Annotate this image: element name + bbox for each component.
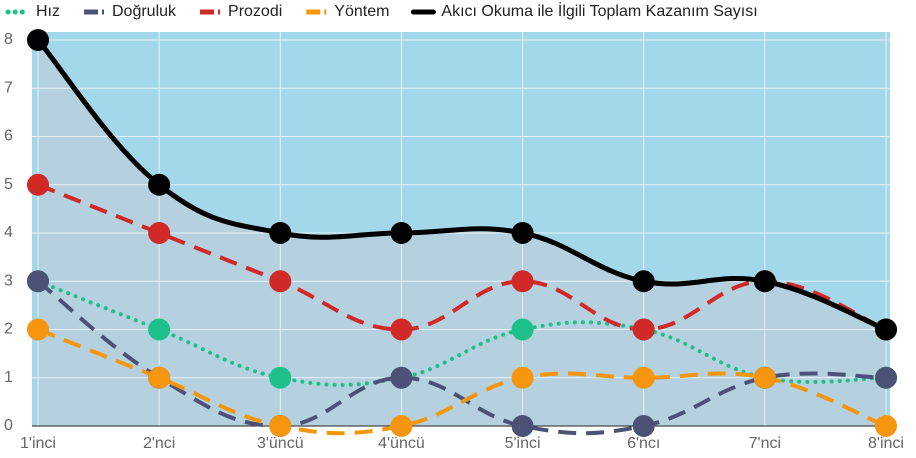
data-point [511, 366, 534, 389]
legend-label: Prozodi [228, 3, 282, 20]
data-point [632, 366, 655, 389]
x-tick-label: 7'nci [749, 435, 781, 452]
legend-label: Doğruluk [112, 3, 177, 20]
data-point [390, 366, 413, 389]
data-point [27, 173, 49, 196]
data-point [390, 415, 413, 437]
x-tick-label: 2'nci [143, 435, 175, 452]
data-point [27, 29, 49, 51]
data-point [269, 366, 292, 389]
legend-label: Yöntem [334, 3, 389, 20]
data-point [753, 366, 776, 389]
data-point [148, 173, 171, 196]
data-point [632, 415, 655, 437]
legend-label: Akıcı Okuma ile İlgili Toplam Kazanım Sa… [441, 1, 757, 20]
data-point [269, 222, 292, 244]
data-point [511, 270, 534, 293]
x-tick-label: 5'inci [505, 435, 541, 452]
data-point [148, 366, 171, 389]
data-point [875, 366, 897, 389]
series-line [37, 327, 887, 436]
data-point [753, 270, 776, 293]
series-line [36, 279, 887, 436]
y-tick-label: 4 [4, 224, 13, 241]
y-tick-label: 8 [4, 31, 13, 48]
data-point [148, 222, 171, 244]
x-tick-label: 4'üncü [378, 435, 425, 452]
y-tick-label: 0 [4, 417, 13, 434]
y-tick-label: 1 [4, 369, 13, 386]
data-point [632, 270, 655, 293]
series-line [37, 182, 887, 332]
x-tick-label: 6'ncı [627, 435, 660, 452]
x-tick-label: 8'inci [868, 435, 904, 452]
x-tick-label: 1'inci [20, 435, 56, 452]
y-tick-label: 6 [4, 128, 13, 145]
data-point [511, 415, 534, 437]
data-point [390, 318, 413, 341]
x-tick-label: 3'üncü [257, 435, 304, 452]
data-point [269, 270, 292, 293]
data-point [511, 222, 534, 244]
data-point [269, 415, 292, 437]
legend-label: Hız [36, 3, 60, 20]
y-tick-label: 2 [4, 321, 13, 338]
y-tick-label: 7 [4, 79, 13, 96]
data-point [27, 270, 49, 293]
data-point [390, 222, 413, 244]
data-point [27, 318, 49, 341]
data-point [632, 318, 655, 341]
data-point [875, 318, 897, 341]
y-tick-label: 5 [4, 176, 13, 193]
data-point [148, 318, 171, 341]
data-point [511, 318, 534, 341]
data-point [875, 415, 897, 437]
y-tick-label: 3 [4, 272, 13, 289]
